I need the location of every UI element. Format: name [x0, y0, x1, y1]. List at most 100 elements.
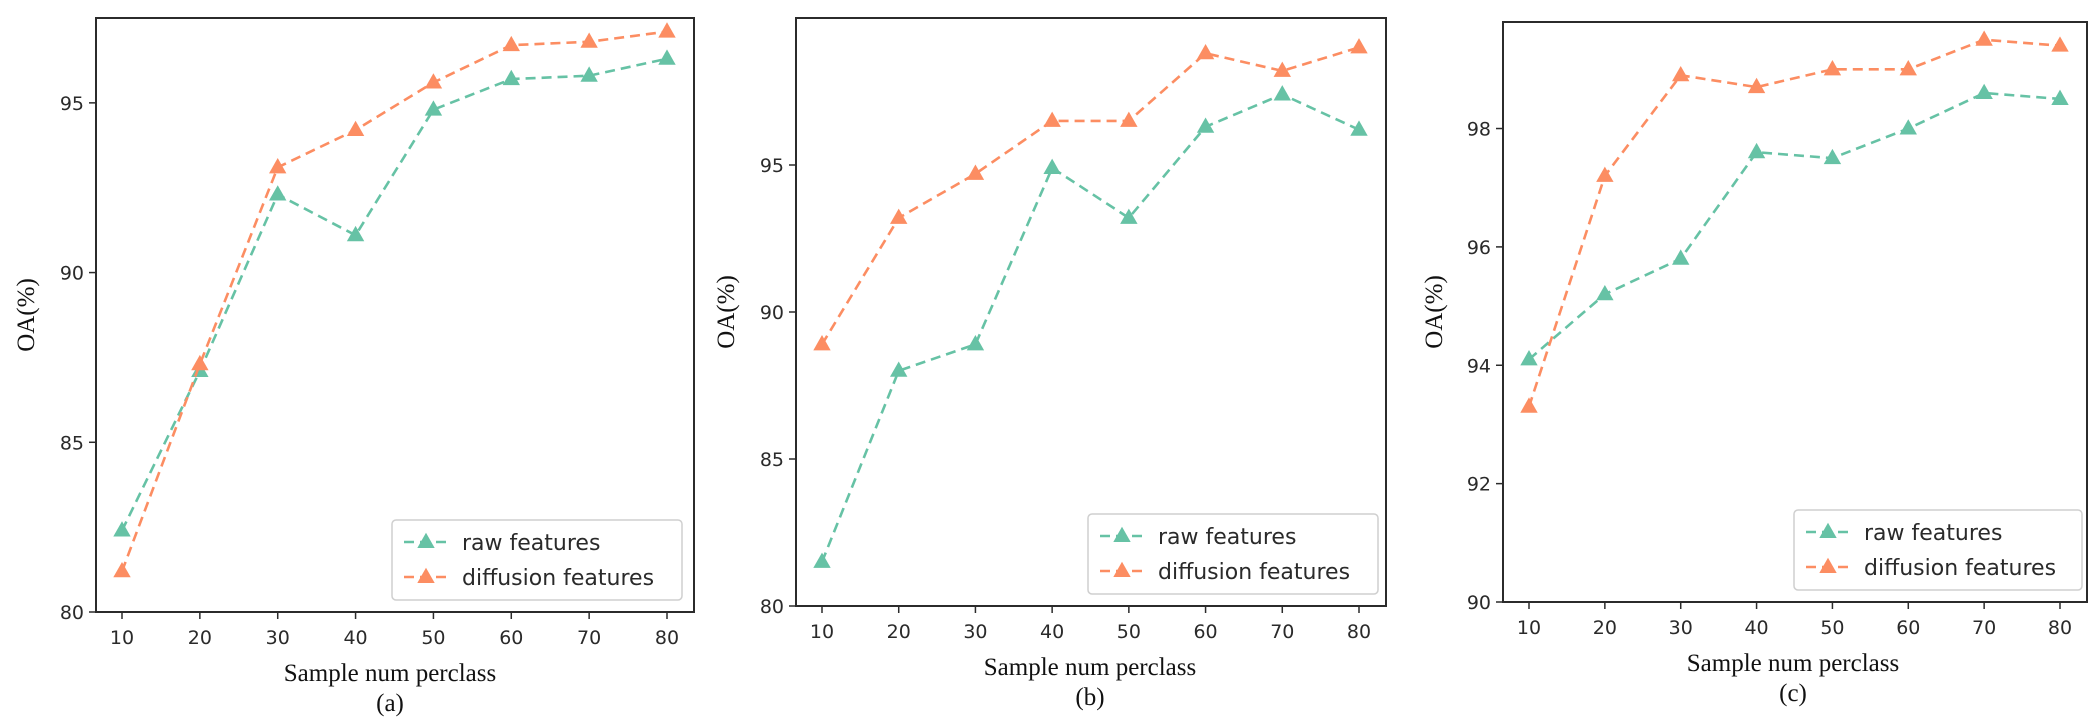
- x-tick-label: 80: [655, 627, 679, 649]
- y-tick-label: 92: [1467, 474, 1491, 496]
- data-point: [113, 521, 131, 537]
- data-point: [1899, 119, 1917, 135]
- legend-label: raw features: [1864, 521, 2002, 546]
- data-point: [424, 100, 443, 116]
- panel-label: (c): [1779, 680, 1807, 707]
- x-tick-label: 30: [963, 621, 987, 643]
- x-tick-label: 80: [2048, 617, 2072, 639]
- legend: raw features diffusion features: [1793, 509, 2083, 591]
- legend: raw features diffusion features: [391, 519, 683, 601]
- x-tick-label: 50: [1117, 621, 1141, 643]
- x-tick-label: 10: [110, 627, 134, 649]
- data-point: [966, 164, 985, 180]
- data-point: [1975, 30, 1993, 46]
- legend: raw features diffusion features: [1087, 513, 1379, 595]
- x-axis-label: Sample num perclass: [284, 660, 496, 687]
- x-tick-label: 40: [1040, 621, 1064, 643]
- legend-label: diffusion features: [1158, 560, 1350, 585]
- legend-label: diffusion features: [462, 566, 654, 591]
- series-line-1: [820, 93, 1360, 563]
- legend-marker: [417, 532, 435, 548]
- plot-frame: [95, 17, 695, 613]
- data-point: [580, 66, 598, 82]
- data-point: [813, 552, 831, 568]
- chart-panel-3: 10 20 30 40 50 60 70 80 90 92 94 96 98 Sample num per…: [1421, 21, 2088, 707]
- data-point: [1823, 60, 1842, 76]
- x-tick-label: 20: [188, 627, 212, 649]
- y-tick-label: 96: [1467, 237, 1491, 259]
- x-tick-label: 20: [1593, 617, 1617, 639]
- y-tick-label: 90: [760, 302, 784, 324]
- data-point: [346, 120, 365, 137]
- data-point: [890, 208, 908, 224]
- data-point: [502, 35, 520, 52]
- data-point: [1672, 65, 1690, 82]
- data-point: [2051, 36, 2069, 52]
- x-tick-label: 10: [810, 621, 834, 643]
- legend-label: raw features: [462, 531, 600, 556]
- data-point: [191, 354, 209, 371]
- data-point: [1823, 148, 1842, 165]
- x-tick-label: 40: [343, 627, 367, 649]
- panel-label: (a): [376, 690, 404, 717]
- data-point: [890, 361, 908, 377]
- x-tick-label: 40: [1744, 617, 1768, 639]
- data-point: [1043, 111, 1061, 127]
- legend-box: [1793, 509, 2083, 591]
- data-point: [1273, 85, 1291, 101]
- y-tick-label: 85: [60, 432, 84, 454]
- data-point: [580, 32, 598, 48]
- legend-marker: [1113, 561, 1131, 577]
- x-tick-label: 10: [1517, 617, 1541, 639]
- x-tick-label: 50: [421, 627, 445, 649]
- data-point: [1596, 166, 1614, 182]
- data-point: [1273, 61, 1291, 77]
- x-axis-label: Sample num perclass: [1687, 650, 1899, 677]
- data-point: [1596, 284, 1614, 301]
- data-point: [1196, 43, 1215, 60]
- legend-box: [1087, 513, 1379, 595]
- data-point: [658, 49, 676, 65]
- data-point: [1350, 120, 1368, 136]
- series-line-2: [1527, 38, 2061, 408]
- legend-marker: [1819, 522, 1837, 538]
- series-line-2: [120, 30, 668, 572]
- y-axis-label: OA(%): [1421, 275, 1448, 349]
- data-point: [658, 22, 676, 38]
- plot-frame: [1502, 21, 2088, 603]
- x-tick-label: 60: [1896, 617, 1920, 639]
- x-tick-label: 70: [1270, 621, 1294, 643]
- y-tick-label: 94: [1467, 355, 1491, 377]
- chart-panel-2: 10 20 30 40 50 60 70 80 80 85 90 95 Sample num percl…: [713, 17, 1387, 711]
- legend-label: diffusion features: [1864, 556, 2056, 581]
- data-point: [424, 73, 443, 89]
- data-point: [269, 158, 287, 174]
- y-tick-label: 85: [760, 449, 784, 471]
- data-point: [113, 561, 131, 578]
- series-line-1: [1528, 91, 2061, 361]
- x-tick-label: 70: [1972, 617, 1996, 639]
- data-point: [2051, 89, 2069, 105]
- data-point: [1120, 208, 1138, 224]
- plot-frame: [795, 17, 1387, 607]
- data-point: [1196, 117, 1215, 133]
- series-line-1: [120, 57, 668, 532]
- data-point: [1975, 83, 1993, 100]
- panel-label: (b): [1075, 684, 1104, 711]
- y-tick-label: 95: [60, 93, 84, 115]
- data-point: [1747, 142, 1766, 159]
- chart-panel-1: 10 20 30 40 50 60 70 80 80 85 90 95 Sample num percl…: [13, 17, 695, 717]
- legend-marker: [1113, 526, 1131, 542]
- data-point: [966, 335, 985, 351]
- y-tick-label: 80: [60, 602, 84, 624]
- y-tick-label: 90: [1467, 592, 1491, 614]
- x-tick-label: 30: [1669, 617, 1693, 639]
- data-point: [1747, 77, 1766, 94]
- y-tick-label: 90: [60, 263, 84, 285]
- x-tick-label: 60: [499, 627, 523, 649]
- x-tick-label: 30: [266, 627, 290, 649]
- data-point: [1350, 38, 1368, 54]
- data-point: [269, 185, 287, 201]
